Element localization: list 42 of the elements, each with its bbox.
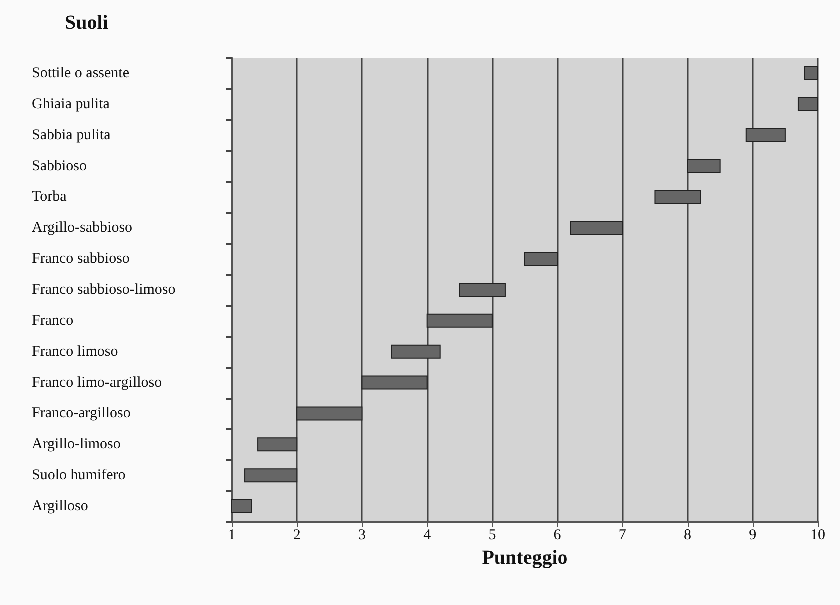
x-tick-label: 5 — [488, 528, 496, 544]
y-tick-label: Sabbioso — [32, 158, 88, 174]
y-tick-label: Franco-argilloso — [32, 406, 131, 422]
bar — [362, 376, 428, 390]
bar — [232, 500, 252, 514]
x-tick-label: 6 — [554, 528, 562, 544]
bar — [798, 97, 818, 112]
bar — [426, 314, 493, 328]
bar — [459, 283, 506, 297]
x-tick-label: 8 — [684, 528, 692, 544]
y-tick-label: Torba — [32, 189, 68, 206]
y-tick-label: Suolo humifero — [32, 468, 126, 484]
bar — [391, 344, 441, 359]
x-tick-label: 4 — [424, 528, 432, 544]
x-tick-label: 3 — [358, 528, 366, 544]
y-tick-label: Franco limoso — [32, 344, 118, 360]
y-tick-label: Ghiaia pulita — [32, 96, 110, 112]
x-tick-label: 7 — [618, 528, 627, 544]
chart-title: Suoli — [65, 12, 109, 34]
bar — [687, 159, 721, 174]
y-tick-label: Argillo-limoso — [32, 436, 121, 453]
y-tick-label: Sottile o assente — [32, 65, 130, 82]
x-tick-label: 9 — [749, 528, 757, 544]
y-tick-label: Franco sabbioso-limoso — [32, 282, 176, 298]
y-tick-label: Argillo-sabbioso — [32, 220, 133, 236]
y-tick-label: Argilloso — [32, 498, 88, 515]
x-tick-label: 1 — [228, 528, 236, 544]
bar — [296, 406, 363, 421]
y-tick-label: Sabbia pulita — [32, 127, 112, 144]
bar — [804, 66, 818, 80]
bar — [244, 468, 298, 483]
x-tick-label: 10 — [810, 528, 826, 544]
bar — [258, 438, 298, 452]
bar — [524, 252, 558, 266]
y-tick-label: Franco sabbioso — [32, 251, 130, 268]
y-tick-label: Franco — [32, 312, 74, 329]
x-tick-label: 2 — [293, 528, 301, 544]
bar — [570, 221, 624, 236]
bar — [746, 128, 786, 142]
bar — [654, 190, 702, 204]
x-axis-title: Punteggio — [482, 547, 568, 569]
y-tick-label: Franco limo-argilloso — [32, 374, 162, 391]
